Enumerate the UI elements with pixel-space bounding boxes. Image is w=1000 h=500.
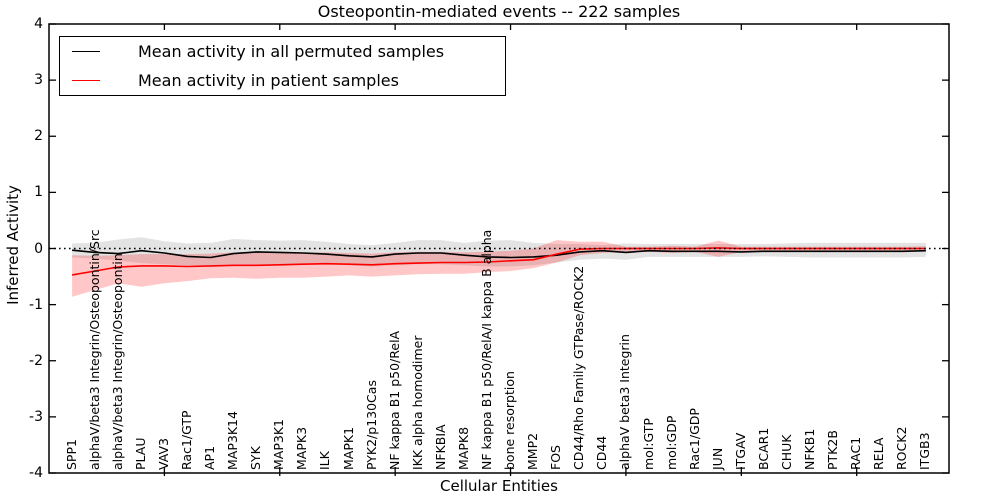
x-category-label: PTK2B xyxy=(825,430,841,470)
x-category-label: ROCK2 xyxy=(894,426,910,470)
x-category-label: SYK xyxy=(248,446,264,470)
y-tick-label: 3 xyxy=(34,72,43,89)
legend-entry-patient: Mean activity in patient samples xyxy=(60,67,505,95)
permuted-mean-line xyxy=(72,249,926,259)
x-category-label: MMP2 xyxy=(525,432,541,470)
x-category-label: JUN xyxy=(709,447,725,470)
legend-entry-permuted: Mean activity in all permuted samples xyxy=(60,38,505,66)
y-tick-label: -2 xyxy=(29,352,43,369)
permuted-confidence-band xyxy=(72,237,926,267)
x-category-label: mol:GDP xyxy=(663,415,679,470)
x-category-label: ITGB3 xyxy=(917,432,933,470)
legend-label: Mean activity in patient samples xyxy=(138,71,399,90)
x-category-label: PYK2/p130Cas xyxy=(363,380,379,470)
x-category-label: CHUK xyxy=(778,434,794,470)
x-category-label: alphaV/beta3 Integrin/Osteopontin/Src xyxy=(86,229,102,470)
patient-mean-line xyxy=(71,247,926,276)
y-tick-label: 0 xyxy=(34,240,43,257)
y-tick-label: -1 xyxy=(29,296,43,313)
x-category-label: Rac1/GDP xyxy=(686,408,702,470)
x-category-label: ILK xyxy=(317,451,333,470)
x-category-label: MAPK8 xyxy=(455,426,471,470)
legend-label: Mean activity in all permuted samples xyxy=(138,42,445,61)
x-category-label: CD44 xyxy=(594,435,610,470)
x-category-label: NFKB1 xyxy=(802,428,818,470)
x-category-label: PLAU xyxy=(132,437,148,471)
x-category-label: MAP3K1 xyxy=(271,419,287,470)
x-category-label: BCAR1 xyxy=(755,427,771,470)
x-category-label: alphaV beta3 Integrin xyxy=(617,334,633,470)
x-axis-label: Cellular Entities xyxy=(440,477,558,495)
x-category-label: MAP3K14 xyxy=(225,411,241,470)
x-category-label: mol:GTP xyxy=(640,418,656,470)
x-category-label: NFKBIA xyxy=(432,424,448,470)
x-category-label: bone resorption xyxy=(502,371,518,470)
x-category-label: CD44/Rho Family GTPase/ROCK2 xyxy=(571,265,587,470)
x-category-label: ITGAV xyxy=(732,432,748,470)
x-category-label: RAC1 xyxy=(848,436,864,470)
x-category-label: MAPK1 xyxy=(340,426,356,470)
x-category-label: VAV3 xyxy=(155,437,171,470)
legend-line-sample-black xyxy=(72,51,100,52)
x-category-label: RELA xyxy=(871,437,887,470)
y-tick-label: -3 xyxy=(29,408,43,425)
y-tick-label: 4 xyxy=(34,16,43,32)
x-category-label: SPP1 xyxy=(63,439,79,470)
x-category-label: NF kappa B1 p50/RelA/I kappa B alpha xyxy=(478,229,494,470)
y-tick-label: 2 xyxy=(34,128,43,145)
x-category-label: FOS xyxy=(548,445,564,470)
x-category-label: Rac1/GTP xyxy=(178,410,194,470)
x-category-label: NF kappa B1 p50/RelA xyxy=(386,330,402,470)
x-category-label: IKK alpha homodimer xyxy=(409,335,425,471)
legend-line-sample-red xyxy=(72,80,100,81)
legend-box: Mean activity in all permuted samples Me… xyxy=(59,36,506,96)
patient-confidence-band xyxy=(72,240,926,297)
y-tick-label: 1 xyxy=(34,184,43,201)
x-category-label: MAPK3 xyxy=(294,426,310,470)
chart-title: Osteopontin-mediated events -- 222 sampl… xyxy=(317,2,681,21)
x-category-label: alphaV/beta3 Integrin/Osteopontin xyxy=(109,253,125,470)
y-tick-label: -4 xyxy=(29,465,43,481)
x-category-label: AP1 xyxy=(202,445,218,470)
